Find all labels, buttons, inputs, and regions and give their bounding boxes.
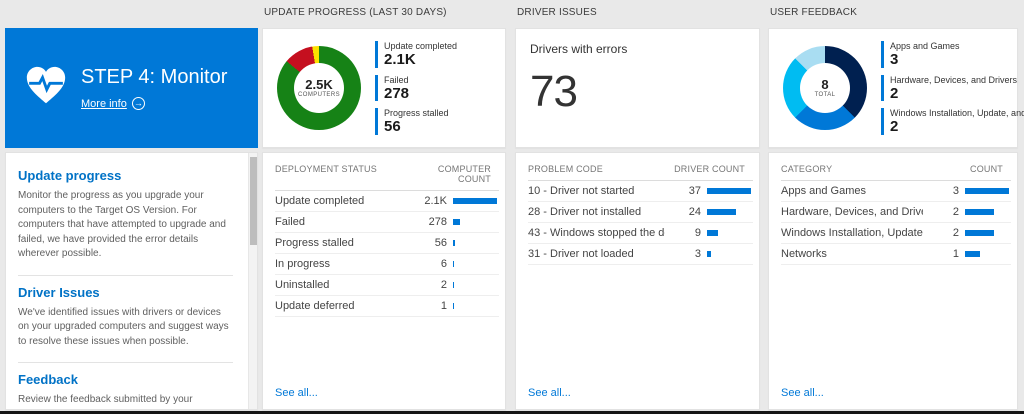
legend-bar [375, 108, 378, 135]
value-bar [707, 230, 718, 236]
value-bar [707, 188, 751, 194]
legend-bar [881, 108, 884, 135]
donut-center-label: TOTAL [814, 92, 836, 99]
step4-monitor-tile[interactable]: STEP 4: Monitor More info → [5, 28, 258, 148]
table-row[interactable]: Windows Installation, Update,... 2 [781, 223, 1011, 244]
legend-bar [375, 41, 378, 68]
user-feedback-donut-chart: 8 TOTAL [783, 46, 867, 130]
donut-center: 8 TOTAL [800, 63, 850, 113]
section-body: Review the feedback submitted by your em… [18, 394, 225, 409]
see-all-link[interactable]: See all... [275, 387, 318, 399]
legend-item: Progress stalled 56 [375, 108, 457, 135]
section-body: We've identified issues with drivers or … [18, 306, 229, 347]
table-row[interactable]: Update completed 2.1K [275, 191, 499, 212]
legend-item: Failed 278 [375, 74, 457, 102]
value-bar [453, 198, 497, 204]
value-bar [453, 303, 454, 309]
table-row[interactable]: 10 - Driver not started 37 [528, 181, 753, 202]
column-header-user-feedback: USER FEEDBACK [770, 7, 858, 18]
value-bar [453, 282, 454, 288]
driver-issues-column: DRIVER ISSUES Drivers with errors 73 PRO… [515, 0, 760, 414]
value-bar [453, 219, 460, 225]
table-row[interactable]: Apps and Games 3 [781, 181, 1011, 202]
drivers-with-errors-card[interactable]: Drivers with errors 73 [515, 28, 760, 148]
table-row[interactable]: Update deferred 1 [275, 296, 499, 317]
value-bar [965, 209, 994, 215]
scrollbar-thumb[interactable] [250, 157, 257, 245]
section-body: Monitor the progress as you upgrade your… [18, 190, 226, 259]
section-feedback: Feedback Review the feedback submitted b… [18, 372, 233, 409]
table-header: CATEGORY COUNT [781, 159, 1011, 181]
table-row[interactable]: Progress stalled 56 [275, 233, 499, 254]
update-progress-donut-chart: 2.5K COMPUTERS [277, 46, 361, 130]
update-progress-donut-card[interactable]: 2.5K COMPUTERS Update completed 2.1K Fai… [262, 28, 506, 148]
metric-label: Drivers with errors [530, 42, 628, 56]
legend-bar [881, 41, 884, 68]
step-title: STEP 4: Monitor [81, 66, 228, 88]
table-row[interactable]: In progress 6 [275, 254, 499, 275]
user-feedback-legend: Apps and Games 3 Hardware, Devices, and … [881, 41, 1024, 135]
value-bar [965, 230, 994, 236]
window-edge [0, 411, 1024, 414]
monitor-panel: STEP 4: Monitor More info → Update progr… [5, 0, 258, 414]
section-title: Update progress [18, 168, 122, 183]
deployment-status-table: DEPLOYMENT STATUS COMPUTER COUNT Update … [262, 152, 506, 410]
donut-center-label: COMPUTERS [298, 92, 340, 99]
table-header: PROBLEM CODE DRIVER COUNT [528, 159, 753, 181]
table-row[interactable]: Hardware, Devices, and Drivers 2 [781, 202, 1011, 223]
legend-item: Hardware, Devices, and Drivers 2 [881, 74, 1017, 102]
update-progress-legend: Update completed 2.1K Failed 278 Progres… [375, 41, 457, 135]
donut-center-value: 8 [821, 76, 829, 92]
section-title: Feedback [18, 372, 78, 387]
value-bar [453, 261, 454, 267]
legend-bar [881, 74, 884, 102]
category-table: CATEGORY COUNT Apps and Games 3 Hardware… [768, 152, 1018, 410]
see-all-link[interactable]: See all... [781, 387, 824, 399]
legend-item: Apps and Games 3 [881, 41, 1009, 68]
problem-code-table: PROBLEM CODE DRIVER COUNT 10 - Driver no… [515, 152, 760, 410]
more-info-link[interactable]: More info → [81, 97, 145, 110]
user-feedback-column: USER FEEDBACK 8 TOTAL Apps and Games 3 H… [768, 0, 1024, 414]
value-bar [965, 251, 980, 257]
update-progress-column: UPDATE PROGRESS (LAST 30 DAYS) 2.5K COMP… [262, 0, 506, 414]
legend-bar [375, 74, 378, 102]
section-title: Driver Issues [18, 284, 100, 300]
metric-value: 73 [530, 67, 578, 116]
user-feedback-donut-card[interactable]: 8 TOTAL Apps and Games 3 Hardware, Devic… [768, 28, 1024, 148]
legend-item: Windows Installation, Update, and... 2 [881, 108, 1024, 135]
section-driver-issues: Driver Issues We've identified issues wi… [18, 284, 233, 363]
table-row[interactable]: 31 - Driver not loaded 3 [528, 244, 753, 265]
donut-center-value: 2.5K [305, 76, 333, 92]
table-row[interactable]: 28 - Driver not installed 24 [528, 202, 753, 223]
table-row[interactable]: Uninstalled 2 [275, 275, 499, 296]
vertical-scrollbar[interactable] [248, 153, 257, 409]
heart-pulse-icon [23, 63, 69, 114]
column-header-driver-issues: DRIVER ISSUES [517, 7, 597, 18]
value-bar [707, 251, 711, 257]
table-row[interactable]: Failed 278 [275, 212, 499, 233]
step-description-card: Update progress Monitor the progress as … [5, 152, 258, 410]
donut-center: 2.5K COMPUTERS [294, 63, 344, 113]
table-row[interactable]: Networks 1 [781, 244, 1011, 265]
column-header-update-progress: UPDATE PROGRESS (LAST 30 DAYS) [264, 7, 447, 18]
legend-item: Update completed 2.1K [375, 41, 457, 68]
value-bar [965, 188, 1009, 194]
table-header: DEPLOYMENT STATUS COMPUTER COUNT [275, 159, 499, 191]
value-bar [453, 240, 455, 246]
arrow-right-icon: → [131, 97, 145, 110]
value-bar [707, 209, 736, 215]
section-update-progress: Update progress Monitor the progress as … [18, 168, 233, 276]
table-row[interactable]: 43 - Windows stopped the devi... 9 [528, 223, 753, 244]
see-all-link[interactable]: See all... [528, 387, 571, 399]
